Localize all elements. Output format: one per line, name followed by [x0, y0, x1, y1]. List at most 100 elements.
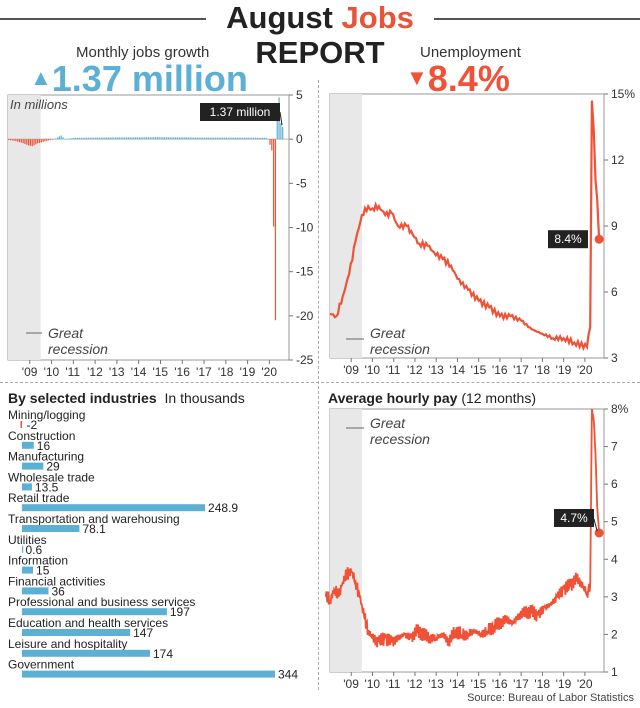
- jobs-bar: [53, 138, 55, 140]
- jobs-headline: ▲1.37 million: [30, 58, 248, 99]
- pay-ytick-label: 6: [611, 477, 618, 491]
- pay-xtick-label: '10: [364, 677, 380, 690]
- industry-label: Construction: [8, 429, 75, 443]
- jobs-bar: [138, 137, 140, 140]
- jobs-subtitle: Monthly jobs growth: [76, 44, 210, 61]
- jobs-bar: [55, 138, 57, 140]
- jobs-bar: [135, 137, 137, 140]
- industry-label: Education and health services: [8, 616, 168, 630]
- jobs-callout-label: 1.37 million: [210, 105, 271, 119]
- jobs-bar: [42, 139, 44, 142]
- jobs-bar: [78, 137, 80, 140]
- jobs-bar: [243, 137, 246, 140]
- jobs-bar: [180, 137, 182, 140]
- jobs-bar: [155, 137, 157, 140]
- industry-value: 344: [278, 668, 298, 682]
- pay-xtick-label: '09: [343, 677, 359, 690]
- jobs-xtick-label: '13: [109, 365, 125, 379]
- jobs-bar: [15, 139, 17, 142]
- jobs-bar: [253, 137, 255, 140]
- jobs-bar: [67, 138, 70, 140]
- jobs-bar: [193, 137, 195, 140]
- industry-value: 0.6: [25, 543, 42, 557]
- jobs-bar: [106, 137, 108, 140]
- pay-recession-band: [330, 409, 362, 672]
- jobs-bar: [140, 137, 142, 140]
- jobs-bar: [27, 139, 30, 146]
- jobs-bar: [142, 137, 144, 140]
- industry-label: Leisure and hospitality: [8, 637, 127, 651]
- pay-endpoint: [594, 528, 604, 538]
- industries-header: By selected industries In thousands: [8, 390, 245, 406]
- unemp-endpoint: [594, 234, 604, 244]
- jobs-bar: [46, 139, 48, 141]
- jobs-bar: [169, 137, 171, 140]
- title-rule-right: [434, 18, 640, 20]
- jobs-bar: [62, 137, 64, 140]
- jobs-ytick-label: -10: [296, 221, 314, 235]
- unemp-recession-label-2: recession: [370, 341, 430, 357]
- jobs-bar: [20, 139, 22, 143]
- unemp-xtick-label: '13: [428, 363, 444, 377]
- jobs-bar: [175, 137, 177, 140]
- jobs-ytick-label: 0: [296, 132, 303, 146]
- jobs-xtick-label: '18: [218, 365, 234, 379]
- jobs-bar: [58, 136, 61, 140]
- industry-value: 78.1: [82, 522, 106, 536]
- jobs-bar: [122, 137, 124, 140]
- jobs-bar: [258, 137, 260, 140]
- jobs-bar: [11, 139, 13, 141]
- jobs-bar: [80, 137, 82, 140]
- pay-xtick-label: '14: [449, 677, 465, 690]
- jobs-bar: [222, 137, 224, 140]
- unemp-xtick-label: '15: [471, 363, 487, 377]
- jobs-bar: [196, 137, 198, 140]
- jobs-bar: [115, 137, 117, 140]
- unemp-xtick-label: '10: [364, 363, 380, 377]
- pay-series-line: [324, 408, 600, 648]
- jobs-xtick-label: '09: [22, 365, 38, 379]
- jobs-bar: [271, 139, 273, 151]
- industry-bar: [22, 608, 167, 616]
- industry-bar: [22, 670, 275, 678]
- unemp-xtick-label: '12: [407, 363, 423, 377]
- jobs-units-label: In millions: [10, 97, 68, 112]
- unemp-xtick-label: '14: [449, 363, 465, 377]
- jobs-xtick-label: '15: [152, 365, 168, 379]
- pay-xtick-label: '12: [407, 677, 423, 690]
- jobs-ytick-label: -25: [296, 353, 314, 367]
- jobs-bar: [9, 139, 12, 141]
- jobs-bar: [129, 137, 131, 140]
- industry-bar: [22, 545, 24, 553]
- pay-ytick-label: 1: [611, 665, 618, 679]
- jobs-ytick-label: 5: [296, 90, 303, 102]
- jobs-bar: [209, 137, 211, 140]
- jobs-bar: [171, 137, 173, 140]
- divider-vertical: [318, 80, 319, 690]
- pay-xtick-label: '11: [386, 677, 401, 690]
- pay-xtick-label: '20: [577, 677, 593, 690]
- jobs-bar: [64, 138, 66, 140]
- unemp-ytick-label: 6: [611, 285, 618, 299]
- jobs-bar: [40, 139, 42, 143]
- jobs-xtick-label: '14: [131, 365, 147, 379]
- jobs-bar: [200, 137, 202, 140]
- unemp-callout-label: 8.4%: [554, 232, 582, 246]
- industries-units: In thousands: [164, 390, 245, 406]
- jobs-bar: [254, 137, 257, 140]
- jobs-bar: [31, 139, 33, 147]
- unemp-xtick-label: '18: [534, 363, 550, 377]
- jobs-bar: [93, 137, 95, 140]
- industry-value: 248.9: [208, 501, 238, 515]
- jobs-bar: [17, 139, 19, 142]
- jobs-headline-value: 1.37 million: [51, 58, 248, 99]
- jobs-bar: [245, 137, 247, 140]
- title-august: August: [226, 0, 333, 35]
- industry-label: Wholesale trade: [8, 470, 95, 484]
- jobs-bar: [260, 137, 262, 140]
- industry-bar: [22, 587, 49, 595]
- unemp-callout-box: [548, 230, 588, 249]
- jobs-bar: [84, 137, 86, 140]
- jobs-bar: [198, 137, 200, 140]
- jobs-bar: [60, 135, 62, 140]
